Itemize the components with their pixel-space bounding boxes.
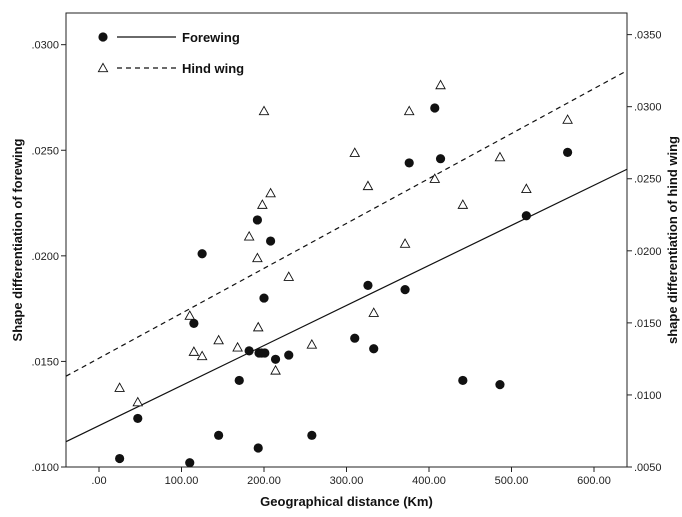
left-y-tick-label: .0200 [31,251,59,263]
forewing-point [430,103,440,113]
legend-hind-wing-marker [97,62,109,73]
forewing-point [270,354,281,364]
x-tick-label: 600.00 [577,475,611,487]
forewing-point [404,158,414,168]
hind-wing-point [265,187,276,198]
forewing-point [563,147,573,157]
forewing-point [521,211,531,221]
hind-wing-point [435,79,446,90]
forewing-point [185,458,195,468]
hind-wing-point [306,338,318,349]
hind-wing-point [184,310,196,320]
forewing-point [400,285,410,295]
x-tick-label: 300.00 [330,475,364,487]
legend-forewing-marker [98,32,108,42]
x-tick-label: 500.00 [495,475,529,487]
hind-wing-point [270,364,281,375]
hind-wing-point [252,252,263,263]
left-y-axis-ticks: .0100 .0150 .0200 .0250 .0300 [31,40,66,474]
hind-wing-point [520,183,532,193]
hind-wing-point [403,105,415,116]
forewing-point [307,430,317,440]
hind-wing-point [429,173,441,183]
right-y-tick-label: .0050 [634,462,662,474]
left-y-tick-label: .0100 [31,462,59,474]
hind-wing-point [457,199,469,209]
hind-wing-point [494,151,506,162]
forewing-point [363,280,373,290]
hind-wing-point [283,271,295,281]
forewing-point [252,215,262,225]
hind-wing-point [258,105,270,116]
forewing-point [260,348,270,358]
forewing-point [369,344,379,354]
x-tick-label: .00 [91,475,106,487]
x-tick-label: 400.00 [412,475,446,487]
right-y-tick-label: .0150 [634,318,662,330]
data-points [114,79,573,468]
forewing-point [458,375,468,386]
right-y-tick-label: .0300 [634,102,662,114]
right-y-tick-label: .0250 [634,174,662,186]
x-axis-title: Geographical distance (Km) [260,494,433,509]
hind-wing-point [362,180,374,191]
forewing-point [234,375,244,386]
hind-wing-point [399,238,411,248]
forewing-point [214,430,224,440]
forewing-point [197,249,207,259]
regression-lines [65,70,628,443]
x-tick-label: 200.00 [247,475,281,487]
x-axis-ticks: .00 100.00 200.00 300.00 400.00 500.00 600.00 [91,467,611,487]
hind-wing-fit-line [65,70,628,377]
forewing-point [259,293,269,303]
forewing-point [350,333,360,343]
forewing-fit-line [65,168,628,443]
plot-area [65,12,628,468]
hind-wing-point [252,321,264,332]
hind-wing-point [114,382,125,392]
legend: Forewing Hind wing [97,30,244,76]
hind-wing-point [232,341,243,352]
right-y-tick-label: .0200 [634,246,662,258]
hind-wing-point [349,147,361,157]
left-y-axis-title: Shape differentiation of forewing [10,138,25,341]
hind-wing-point [188,346,200,356]
right-y-tick-label: .0350 [634,30,662,42]
left-y-tick-label: .0300 [31,40,59,52]
hind-wing-point [368,307,380,317]
right-y-tick-label: .0100 [634,390,662,402]
hind-wing-point [132,396,144,407]
forewing-point [495,380,505,390]
forewing-point [266,236,276,246]
forewing-point [244,346,254,356]
hind-wing-point [196,350,208,361]
hind-wing-point [213,334,224,345]
forewing-point [115,453,125,464]
right-y-axis-ticks: .0050 .0100 .0150 .0200 .0250 .0300 .0350 [627,30,662,474]
legend-forewing-label: Forewing [182,30,240,45]
hind-wing-point [256,199,268,209]
x-tick-label: 100.00 [165,475,199,487]
hind-wing-point [243,230,255,241]
left-y-tick-label: .0150 [31,356,59,368]
forewing-point [133,413,143,424]
forewing-point [189,318,199,329]
legend-hind-wing-label: Hind wing [182,61,244,76]
forewing-point [284,350,294,360]
forewing-point [435,154,446,164]
left-y-tick-label: .0250 [31,145,59,157]
right-y-axis-title: shape differentiation of hind wing [665,136,680,344]
forewing-point [253,443,263,453]
hind-wing-point [562,114,573,124]
